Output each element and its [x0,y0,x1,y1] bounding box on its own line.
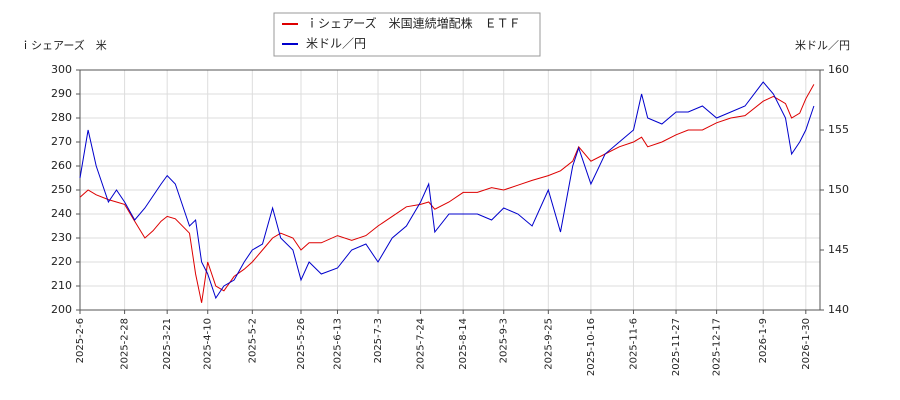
y-tick-label: 270 [51,135,72,148]
y-tick-label: 200 [51,303,72,316]
legend-label: 米ドル／円 [306,37,366,51]
y-tick-label: 230 [51,231,72,244]
plot-frame [79,69,821,311]
x-tick-label: 2025-9-3 [499,318,510,363]
y2-tick-label: 155 [828,123,849,136]
x-tick-label: 2025-9-25 [543,318,554,370]
series-line [79,81,815,300]
x-tick-label: 2025-4-10 [203,318,214,370]
x-tick-label: 2026-1-9 [758,318,769,363]
x-tick-label: 2026-1-30 [801,318,812,370]
y-tick-label: 250 [51,183,72,196]
x-tick-label: 2025-8-14 [458,318,469,370]
x-tick-label: 2025-5-26 [296,318,307,370]
x-tick-label: 2025-7-3 [373,318,384,363]
y-tick-label: 300 [51,63,72,76]
x-tick-label: 2025-2-28 [120,318,131,370]
y2-tick-label: 150 [828,183,849,196]
y-tick-label: 260 [51,159,72,172]
y-tick-label: 210 [51,279,72,292]
x-tick-label: 2025-6-13 [332,318,343,370]
series-line [79,84,815,303]
x-tick-label: 2025-10-16 [586,318,597,376]
y2-axis-title: 米ドル／円 [795,39,850,52]
x-tick-label: 2025-12-17 [712,318,723,376]
x-tick-label: 2025-3-21 [162,318,173,370]
legend-box [273,12,541,57]
y2-tick-label: 140 [828,303,849,316]
y-tick-label: 240 [51,207,72,220]
y-tick-label: 220 [51,255,72,268]
y-axis-title: ｉシェアーズ 米 [20,38,107,52]
x-tick-label: 2025-11-6 [628,318,639,370]
x-tick-label: 2025-7-24 [416,318,427,370]
y2-tick-label: 160 [828,63,849,76]
y-tick-label: 280 [51,111,72,124]
y-tick-label: 290 [51,87,72,100]
x-tick-label: 2025-2-6 [75,318,86,363]
y2-tick-label: 145 [828,243,849,256]
legend-label: ｉシェアーズ 米国連続増配株 ＥＴＦ [306,16,521,31]
x-tick-label: 2025-11-27 [671,318,682,376]
x-tick-label: 2025-5-2 [247,318,258,363]
